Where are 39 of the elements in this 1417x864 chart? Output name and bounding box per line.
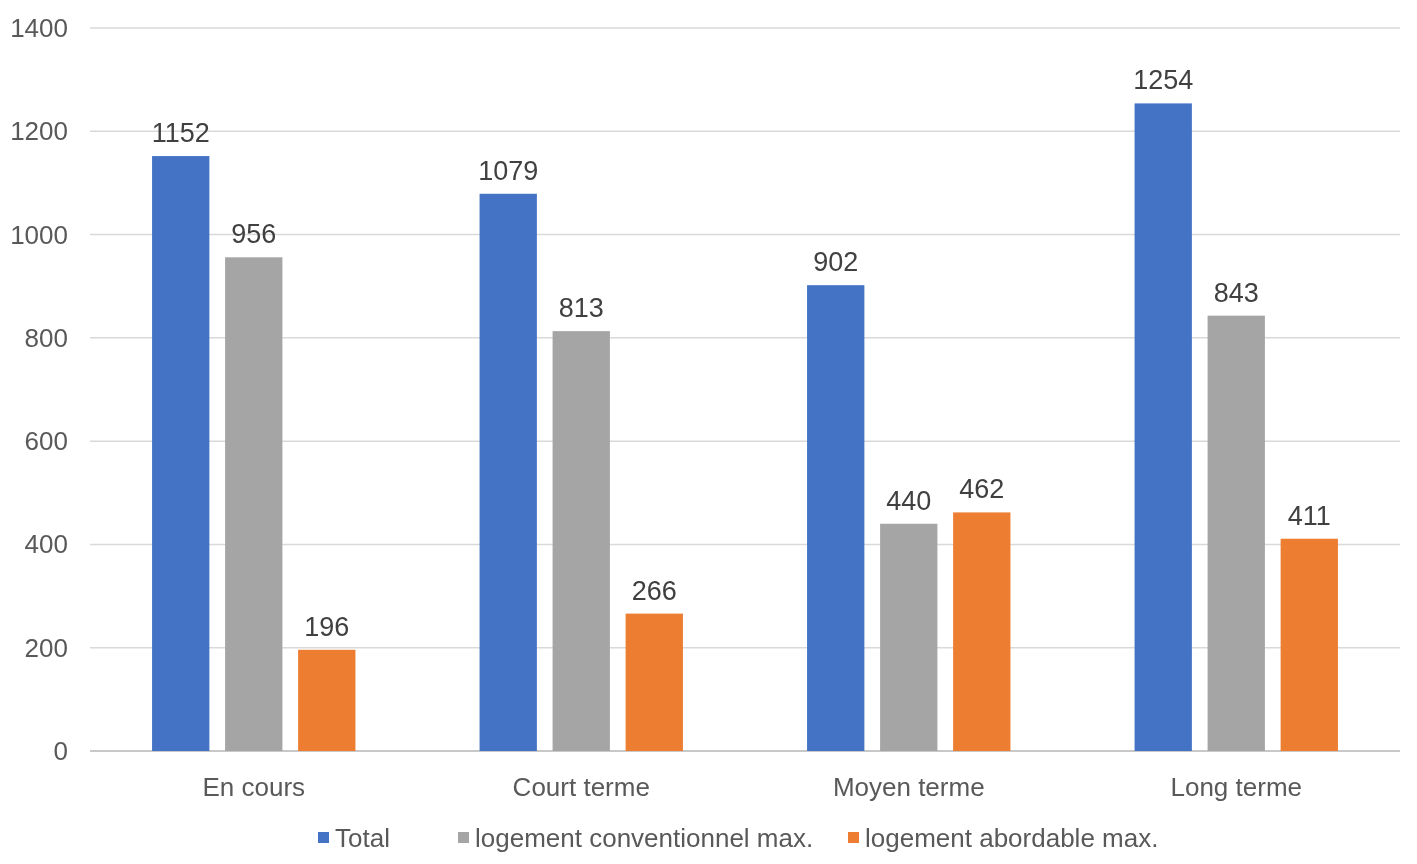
y-tick-label: 1200 bbox=[10, 116, 68, 147]
y-tick-label: 1400 bbox=[10, 13, 68, 43]
legend-label: logement conventionnel max. bbox=[475, 823, 814, 853]
bar bbox=[225, 257, 283, 751]
y-tick-label: 600 bbox=[24, 426, 68, 457]
y-tick-label: 1000 bbox=[10, 219, 68, 250]
legend-label: logement abordable max. bbox=[865, 823, 1159, 853]
bar bbox=[625, 613, 683, 751]
data-label: 813 bbox=[558, 293, 604, 324]
data-label: 1152 bbox=[151, 118, 210, 149]
bar bbox=[807, 285, 865, 751]
legend-label: Total bbox=[335, 823, 390, 853]
bar bbox=[1280, 538, 1338, 751]
y-tick-label: 400 bbox=[24, 529, 68, 560]
x-tick-label: Court terme bbox=[512, 772, 650, 802]
data-label: 440 bbox=[886, 485, 932, 516]
y-tick-label: 0 bbox=[53, 736, 68, 766]
data-label: 1079 bbox=[478, 155, 539, 186]
data-label: 843 bbox=[1213, 277, 1259, 308]
bar bbox=[953, 512, 1011, 751]
y-tick-label: 200 bbox=[24, 632, 68, 663]
bar bbox=[1207, 315, 1265, 751]
data-label: 196 bbox=[304, 611, 350, 642]
x-tick-label: En cours bbox=[202, 772, 306, 802]
data-label: 411 bbox=[1287, 500, 1331, 531]
x-tick-label: Moyen terme bbox=[832, 772, 985, 802]
bar bbox=[152, 156, 210, 751]
bar bbox=[880, 523, 938, 751]
data-label: 1254 bbox=[1133, 65, 1194, 96]
bar bbox=[479, 193, 537, 751]
data-label: 462 bbox=[959, 474, 1005, 505]
data-label: 902 bbox=[813, 247, 859, 278]
data-label: 266 bbox=[631, 575, 677, 606]
y-tick-label: 800 bbox=[24, 322, 68, 353]
bar bbox=[552, 331, 610, 751]
x-tick-label: Long terme bbox=[1170, 772, 1303, 802]
bar bbox=[1134, 103, 1192, 751]
data-label: 956 bbox=[231, 219, 277, 250]
bar bbox=[298, 649, 356, 751]
